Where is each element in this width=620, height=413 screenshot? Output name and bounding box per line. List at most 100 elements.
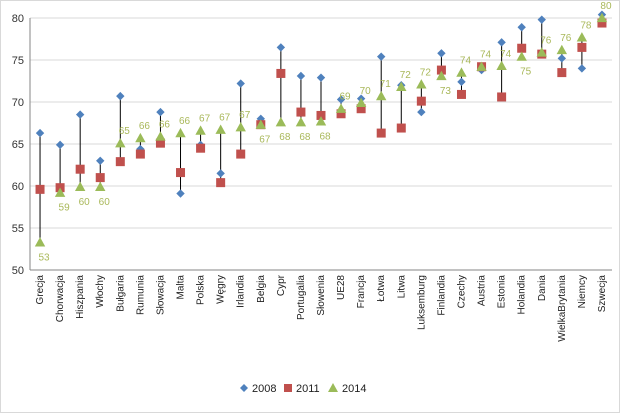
point-2008 <box>417 107 426 117</box>
point-2008 <box>216 169 225 178</box>
data-label-2014: 67 <box>199 114 211 125</box>
x-category-label: WielkaBrytania <box>557 275 568 342</box>
point-2014 <box>34 237 46 247</box>
x-category-label: Bułgaria <box>115 275 126 312</box>
point-2008 <box>156 107 165 117</box>
point-2014 <box>536 47 547 57</box>
data-label-2014: 65 <box>119 126 131 137</box>
x-category-label: Rumunia <box>135 275 146 315</box>
x-category-label: Szwecja <box>597 275 608 313</box>
data-label-2014: 68 <box>299 132 311 143</box>
x-category-label: Austria <box>477 275 488 307</box>
data-label-2014: 74 <box>500 49 512 60</box>
data-label-2014: 72 <box>420 67 432 78</box>
point-2014 <box>295 116 307 127</box>
point-2014 <box>456 67 467 77</box>
data-label-2014: 80 <box>600 1 612 12</box>
x-category-label: Węgry <box>216 275 227 304</box>
data-label-2014: 67 <box>259 135 271 146</box>
point-2014 <box>576 32 588 42</box>
point-2014 <box>54 187 66 197</box>
x-category-label: Cypr <box>276 274 287 296</box>
x-category-label: Portugalia <box>296 275 307 320</box>
point-2014 <box>355 97 367 107</box>
point-2008 <box>296 71 306 81</box>
point-2011 <box>517 43 527 53</box>
data-label-2014: 74 <box>460 56 472 67</box>
data-label-2014: 68 <box>319 131 331 142</box>
point-2014 <box>496 60 507 71</box>
data-label-2014: 73 <box>440 86 452 97</box>
data-label-2014: 70 <box>360 86 372 97</box>
point-2011 <box>436 65 446 75</box>
point-2014 <box>376 90 387 101</box>
legend-marker-2011 <box>284 384 292 392</box>
data-label-2014: 76 <box>560 33 572 44</box>
y-tick-label: 80 <box>12 13 24 25</box>
point-2011 <box>95 173 105 183</box>
point-2014 <box>516 51 527 61</box>
point-2008 <box>497 38 506 47</box>
x-category-label: Polska <box>196 275 207 305</box>
point-2014 <box>155 131 166 141</box>
point-2011 <box>577 42 587 52</box>
point-2008 <box>336 95 346 104</box>
data-label-2014: 71 <box>380 79 392 90</box>
data-label-2014: 66 <box>139 121 151 132</box>
point-2014 <box>396 81 407 92</box>
point-2008 <box>457 77 466 87</box>
x-category-label: Holandia <box>517 275 528 315</box>
point-2011 <box>135 149 145 159</box>
data-label-2014: 68 <box>279 132 291 143</box>
point-2011 <box>296 107 306 117</box>
data-label-2014: 66 <box>179 116 191 127</box>
data-label-2014: 60 <box>99 197 111 208</box>
legend-label-2011: 2011 <box>296 383 320 395</box>
point-2014 <box>74 181 86 191</box>
data-label-2014: 67 <box>219 113 231 124</box>
point-2011 <box>416 96 426 106</box>
point-2011 <box>557 68 567 78</box>
point-2008 <box>75 110 85 119</box>
point-2008 <box>577 64 587 73</box>
point-2011 <box>376 128 386 138</box>
point-2008 <box>316 73 326 82</box>
legend-marker-2008 <box>240 384 248 392</box>
x-category-label: Dania <box>537 275 548 302</box>
point-2014 <box>315 116 327 126</box>
point-2014 <box>596 12 608 23</box>
x-category-label: Litwa <box>396 275 407 299</box>
point-2008 <box>276 43 286 52</box>
point-2014 <box>235 122 246 132</box>
point-2011 <box>196 143 206 153</box>
point-2008 <box>557 54 567 63</box>
point-2014 <box>275 116 287 127</box>
point-2014 <box>95 181 106 191</box>
data-label-2014: 76 <box>540 35 552 46</box>
point-2008 <box>35 128 45 138</box>
point-2011 <box>356 104 366 114</box>
point-2014 <box>115 137 126 148</box>
x-category-label: Irlandia <box>236 275 247 308</box>
point-2011 <box>155 138 165 148</box>
data-label-2014: 74 <box>480 50 492 61</box>
point-2011 <box>396 123 406 133</box>
point-2011 <box>176 168 186 178</box>
y-tick-label: 75 <box>12 55 24 67</box>
data-label-2014: 75 <box>520 67 532 78</box>
point-2014 <box>335 103 347 113</box>
point-2008 <box>116 91 125 101</box>
data-label-2014: 66 <box>159 119 171 130</box>
y-tick-label: 70 <box>12 97 24 109</box>
point-2014 <box>556 44 568 55</box>
x-category-label: Słowenia <box>316 275 327 316</box>
x-category-label: Słowacja <box>155 275 166 315</box>
data-label-2014: 60 <box>79 197 91 208</box>
data-label-2014: 69 <box>340 92 352 103</box>
point-2011 <box>497 92 507 102</box>
point-2008 <box>517 23 526 32</box>
x-category-label: Malta <box>176 275 187 300</box>
x-category-label: Chorwacja <box>55 275 66 323</box>
